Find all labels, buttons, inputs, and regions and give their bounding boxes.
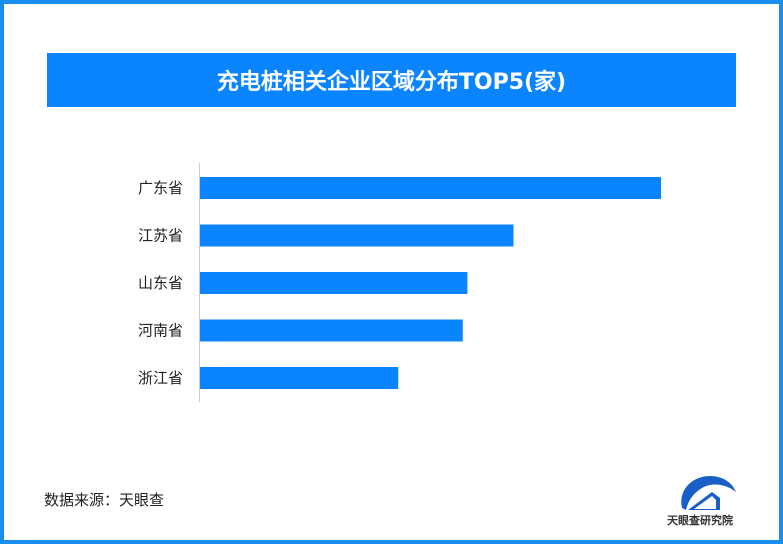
bar-2 [200, 272, 468, 294]
tianyancha-logo-icon [681, 476, 736, 510]
bar-0 [200, 177, 661, 199]
category-label: 广东省 [138, 179, 183, 197]
category-label: 山东省 [138, 274, 183, 292]
category-label: 江苏省 [138, 227, 183, 245]
bar-4 [200, 367, 399, 389]
bar-3 [200, 319, 463, 342]
logo-text: 天眼查研究院 [667, 514, 733, 527]
data-source: 数据来源：天眼查 [44, 491, 165, 509]
category-label: 河南省 [138, 322, 183, 340]
category-label: 浙江省 [138, 369, 183, 387]
bar-1 [200, 224, 514, 247]
chart-title: 充电桩相关企业区域分布TOP5(家) [47, 53, 736, 107]
